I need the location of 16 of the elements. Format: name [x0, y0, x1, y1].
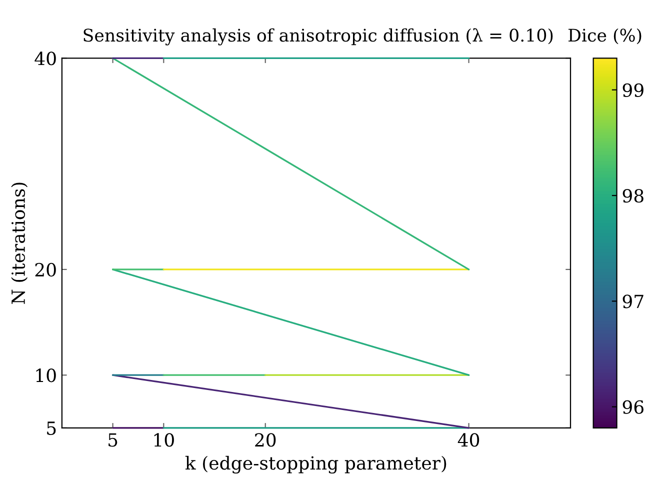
y-tick-label: 5 — [47, 422, 56, 436]
x-axis-title: k (edge-stopping parameter) — [185, 456, 446, 474]
color-bar-label: 96 — [622, 400, 644, 414]
color-bar-title: Dice (%) — [568, 28, 642, 44]
y-tick-label: 20 — [35, 262, 56, 277]
y-axis-title: N (iterations) — [11, 182, 28, 304]
color-bar-label: 99 — [622, 83, 644, 97]
x-tick-label: 10 — [154, 433, 174, 447]
y-tick-label: 40 — [34, 52, 56, 66]
x-tick-label: 20 — [255, 433, 276, 447]
chart-title: Sensitivity analysis of anisotropic diffusion (λ = 0.10) — [84, 28, 553, 46]
y-tick-label: 10 — [36, 368, 56, 382]
color-bar-label: 98 — [622, 188, 644, 203]
x-tick-label: 5 — [108, 433, 118, 447]
x-tick-label: 40 — [458, 433, 480, 447]
color-bar-label: 97 — [622, 294, 644, 308]
